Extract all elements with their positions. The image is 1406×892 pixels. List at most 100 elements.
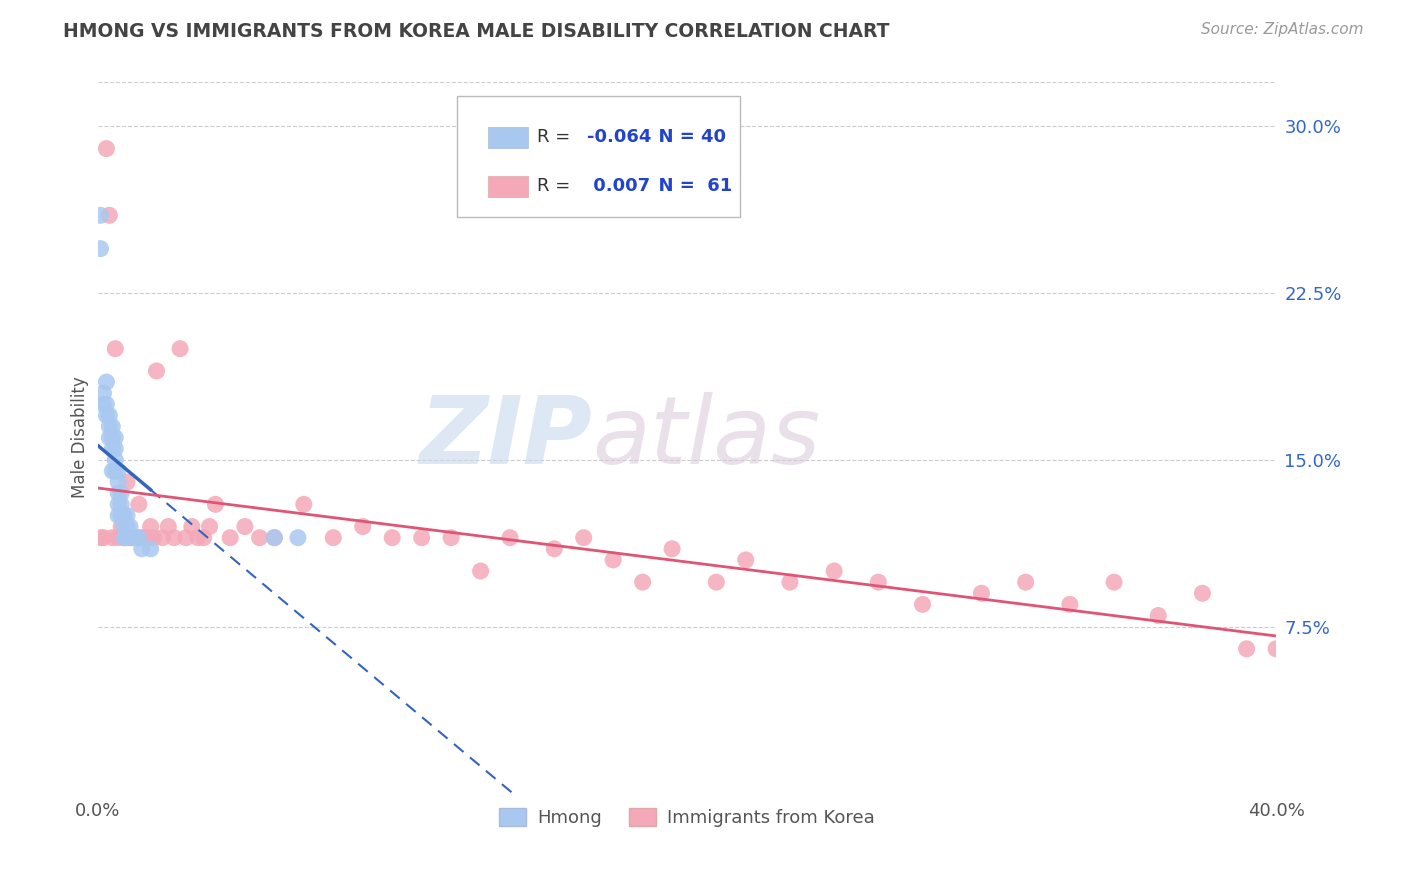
Point — [128, 497, 150, 511]
Point — [1265, 641, 1288, 656]
Point — [823, 564, 845, 578]
Point — [219, 531, 242, 545]
Point — [112, 531, 135, 545]
Point — [101, 442, 124, 456]
FancyBboxPatch shape — [488, 127, 527, 148]
Point — [115, 508, 138, 523]
Point — [112, 508, 135, 523]
Point — [292, 497, 315, 511]
Point — [1014, 575, 1036, 590]
FancyBboxPatch shape — [457, 96, 740, 217]
Point — [499, 531, 522, 545]
Point — [734, 553, 756, 567]
Point — [136, 531, 159, 545]
Point — [96, 375, 118, 389]
Point — [1191, 586, 1213, 600]
Point — [96, 142, 118, 156]
Point — [89, 242, 111, 256]
Point — [98, 208, 121, 222]
Point — [263, 531, 285, 545]
Point — [970, 586, 993, 600]
Point — [602, 553, 624, 567]
Point — [1059, 598, 1081, 612]
Point — [157, 519, 180, 533]
Point — [198, 519, 221, 533]
Point — [125, 531, 148, 545]
Point — [572, 531, 595, 545]
Point — [115, 531, 138, 545]
Point — [180, 519, 202, 533]
Point — [128, 531, 150, 545]
Point — [93, 531, 115, 545]
Point — [145, 364, 167, 378]
Point — [440, 531, 463, 545]
Point — [352, 519, 374, 533]
Point — [101, 464, 124, 478]
Point — [122, 531, 145, 545]
Point — [93, 386, 115, 401]
Point — [704, 575, 727, 590]
Point — [89, 531, 111, 545]
Point — [131, 531, 153, 545]
Point — [1236, 641, 1258, 656]
Point — [93, 397, 115, 411]
Point — [381, 531, 404, 545]
Point — [134, 531, 156, 545]
Text: N = 40: N = 40 — [645, 128, 725, 146]
Point — [104, 431, 127, 445]
Point — [631, 575, 654, 590]
Point — [107, 486, 129, 500]
Point — [104, 442, 127, 456]
Point — [287, 531, 309, 545]
Point — [249, 531, 271, 545]
Point — [110, 508, 132, 523]
Point — [110, 486, 132, 500]
Point — [98, 419, 121, 434]
Text: N =  61: N = 61 — [645, 178, 733, 195]
Point — [101, 431, 124, 445]
Point — [98, 409, 121, 423]
Text: 0.007: 0.007 — [586, 178, 650, 195]
Point — [101, 419, 124, 434]
Point — [543, 541, 565, 556]
Point — [139, 541, 162, 556]
Point — [142, 531, 165, 545]
Point — [1102, 575, 1125, 590]
Point — [115, 475, 138, 489]
Point — [115, 519, 138, 533]
Point — [263, 531, 285, 545]
Point — [322, 531, 344, 545]
Point — [89, 208, 111, 222]
Point — [112, 519, 135, 533]
Point — [98, 431, 121, 445]
Point — [107, 497, 129, 511]
Point — [110, 497, 132, 511]
Point — [125, 531, 148, 545]
Point — [411, 531, 433, 545]
Point — [1147, 608, 1170, 623]
Point — [110, 519, 132, 533]
Text: Source: ZipAtlas.com: Source: ZipAtlas.com — [1201, 22, 1364, 37]
Y-axis label: Male Disability: Male Disability — [72, 376, 89, 499]
Point — [470, 564, 492, 578]
Text: HMONG VS IMMIGRANTS FROM KOREA MALE DISABILITY CORRELATION CHART: HMONG VS IMMIGRANTS FROM KOREA MALE DISA… — [63, 22, 890, 41]
Point — [107, 464, 129, 478]
Point — [118, 519, 141, 533]
Legend: Hmong, Immigrants from Korea: Hmong, Immigrants from Korea — [492, 800, 882, 834]
Point — [96, 397, 118, 411]
Point — [139, 519, 162, 533]
Point — [779, 575, 801, 590]
Point — [104, 453, 127, 467]
Point — [169, 342, 191, 356]
Point — [107, 475, 129, 489]
Point — [104, 464, 127, 478]
Point — [911, 598, 934, 612]
Point — [187, 531, 209, 545]
Text: R =: R = — [537, 178, 576, 195]
Point — [150, 531, 173, 545]
Point — [868, 575, 890, 590]
Text: R =: R = — [537, 128, 576, 146]
Text: ZIP: ZIP — [419, 392, 592, 483]
Point — [661, 541, 683, 556]
Point — [204, 497, 226, 511]
